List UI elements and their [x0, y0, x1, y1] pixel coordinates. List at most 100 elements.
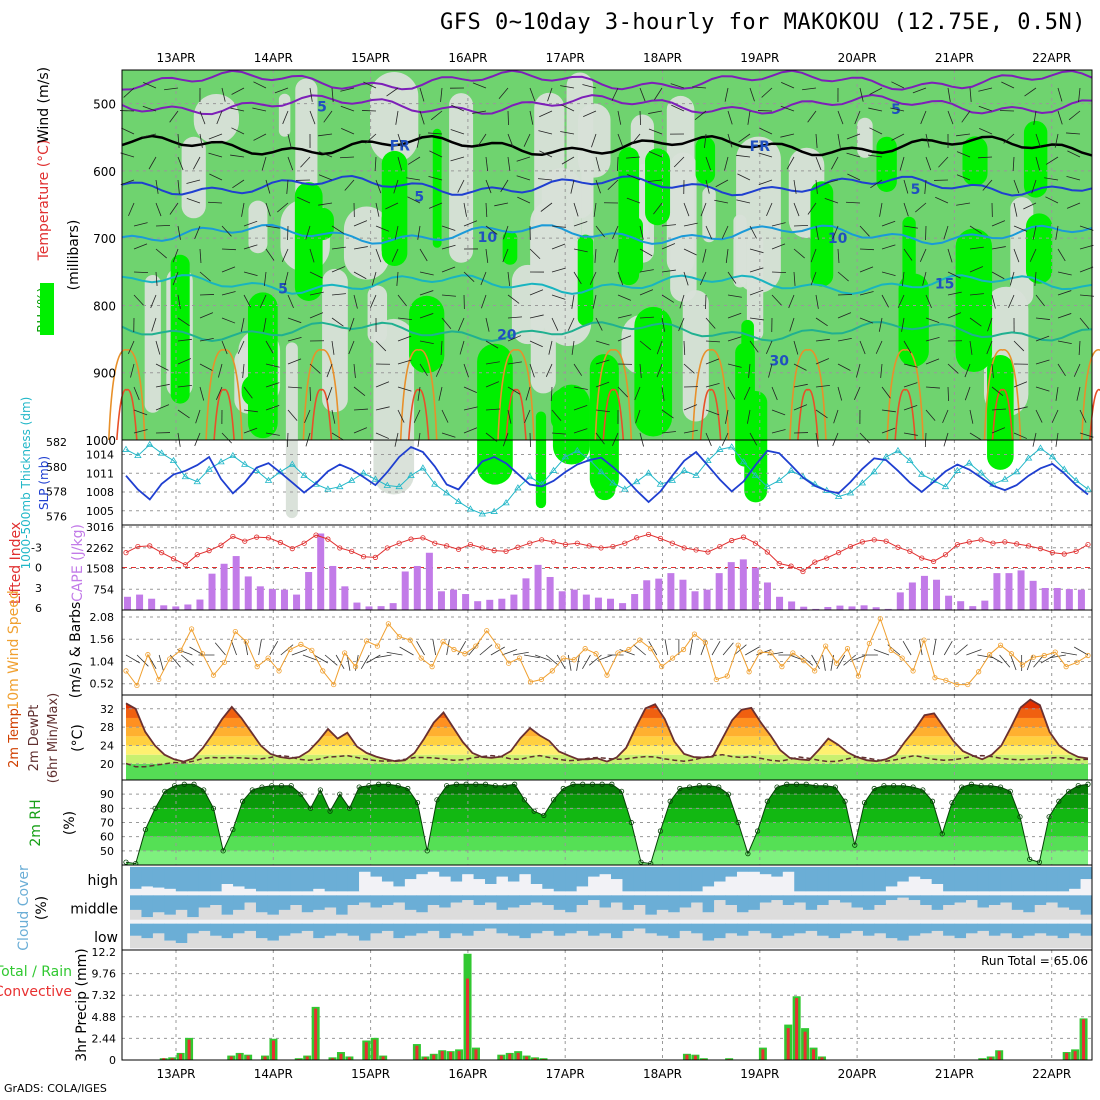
series-marker	[692, 471, 700, 478]
series-marker	[763, 482, 772, 490]
series-marker	[241, 460, 249, 467]
cloud-gap-middle	[1034, 905, 1047, 920]
wind-barb	[529, 340, 543, 348]
wind-barb-10m	[399, 646, 414, 656]
wind-barb	[551, 225, 566, 228]
wind-barb	[721, 432, 729, 446]
cape-bar	[534, 564, 542, 610]
series-marker	[1024, 454, 1033, 461]
wind-barb	[419, 313, 434, 319]
wind-barb	[309, 312, 324, 319]
cloud-cell-high	[267, 867, 280, 892]
cloud-gap-high	[519, 874, 532, 892]
wind-barb-10m	[360, 654, 370, 670]
wind-barb	[485, 361, 500, 365]
cloud-gap-low	[130, 935, 142, 948]
wind-barb	[331, 317, 344, 327]
series-marker	[220, 848, 226, 854]
cloud-gap-high	[542, 888, 555, 892]
precip-convective-bar	[187, 1039, 191, 1060]
cloud-cell-low	[221, 923, 234, 939]
cloud-gap-middle	[1023, 912, 1036, 920]
cloud-gap-high	[485, 884, 497, 892]
slp-tick: 1011	[86, 467, 114, 480]
wind-barb	[397, 317, 412, 320]
wind-barb	[573, 202, 579, 217]
wind-barb	[127, 340, 135, 354]
wind-barb	[653, 202, 663, 215]
series-marker	[877, 616, 883, 622]
wind-barb	[573, 428, 588, 434]
cloud-cell-middle	[931, 895, 944, 910]
cape-bar	[969, 606, 977, 610]
cloud-gap-middle	[633, 905, 646, 920]
cloud-cell-low	[290, 923, 303, 934]
series-marker	[959, 784, 965, 790]
cloud-cell-low	[507, 923, 520, 936]
wind-barb	[639, 340, 652, 351]
cloud-gap-middle	[1057, 907, 1070, 920]
wind-barb	[517, 196, 531, 204]
wind-barb	[300, 156, 311, 168]
wind-barb	[969, 340, 973, 355]
wind-barb-10m	[375, 654, 392, 659]
legend-wind: Wind (m/s)	[36, 67, 52, 143]
series-marker	[526, 472, 534, 480]
cloud-gap-high	[462, 874, 475, 892]
wind-barb	[1057, 248, 1066, 262]
cloud-cell-high	[370, 867, 383, 877]
cloud-gap-high	[885, 886, 898, 892]
series-marker	[823, 643, 829, 649]
wind-barb	[611, 87, 619, 101]
precip-convective-bar	[1065, 1052, 1069, 1060]
cloud-gap-low	[702, 940, 715, 948]
precip-tick: 12.2	[92, 946, 117, 959]
cloud-gap-middle	[771, 900, 784, 920]
series-marker	[539, 537, 545, 543]
cloud-cell-middle	[576, 895, 589, 906]
wind-barb	[1051, 409, 1059, 423]
cloud-cell-high	[233, 867, 246, 887]
wind-barb	[634, 386, 641, 401]
cloud-gap-middle	[381, 905, 394, 920]
wind-barb	[397, 156, 403, 171]
wind-barb-10m	[280, 644, 294, 656]
series-marker	[440, 639, 446, 645]
series-marker	[870, 468, 878, 475]
cloud-gap-high	[1080, 879, 1093, 892]
series-marker	[205, 465, 213, 472]
series-marker	[249, 787, 255, 793]
rh-line	[125, 783, 1089, 865]
rh-unit-label: (%)	[62, 811, 78, 835]
series-marker	[1052, 649, 1058, 655]
series-marker	[716, 445, 724, 452]
cloud-cell-middle	[496, 895, 509, 910]
cloud-gap-middle	[175, 909, 188, 920]
cape-bar	[763, 582, 771, 610]
rh-moist-patch	[741, 319, 754, 371]
wind-barb	[1013, 179, 1020, 194]
wind-barb	[199, 248, 202, 263]
cloud-cell-low	[485, 923, 497, 929]
series-marker	[171, 783, 178, 789]
cloud-gap-middle	[485, 902, 497, 920]
cloud-gap-low	[759, 933, 772, 948]
wind-barb	[781, 81, 795, 89]
rh-legend-swatch	[40, 283, 54, 335]
series-marker	[146, 440, 154, 447]
wind-barb	[879, 202, 883, 217]
cloud-gap-high	[759, 874, 772, 892]
cloud-cell-middle	[1046, 895, 1059, 903]
cloud-gap-low	[450, 933, 463, 948]
wind-barb	[1031, 179, 1037, 194]
cloud-cell-middle	[553, 895, 566, 910]
cloud-cell-low	[885, 923, 898, 939]
series-marker	[656, 480, 665, 487]
wind-barb	[969, 317, 982, 327]
cloud-gap-low	[633, 928, 646, 948]
wind-barb	[375, 225, 390, 232]
series-marker	[774, 784, 780, 790]
wind-barb	[880, 363, 883, 378]
cloud-gap-low	[1046, 935, 1059, 948]
wind-barb-10m	[689, 639, 694, 656]
